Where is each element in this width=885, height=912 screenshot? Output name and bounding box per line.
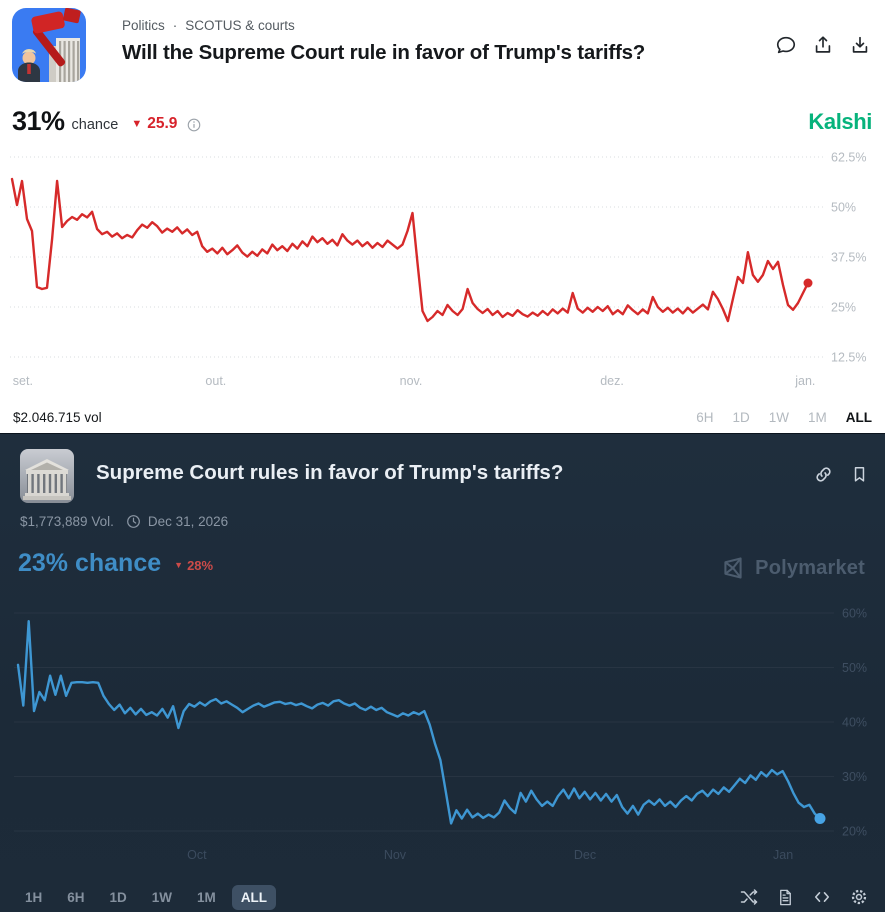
y-axis-label: 25%	[831, 301, 856, 315]
comment-icon	[776, 36, 796, 54]
info-icon	[188, 118, 201, 132]
settings-icon	[851, 889, 867, 905]
embed-code-button[interactable]	[812, 887, 832, 907]
shuffle-button[interactable]	[739, 887, 759, 907]
kalshi-chance-value: 31%	[12, 106, 65, 136]
info-button[interactable]	[186, 117, 202, 133]
share-icon	[815, 36, 831, 53]
kalshi-panel: 62.5% 50% 37.5% 25% 12.5% set. out. nov. dez. jan…	[0, 0, 885, 433]
y-axis-label: 30%	[842, 770, 867, 784]
polymarket-market-title: Supreme Court rules in favor of Trump's …	[96, 461, 564, 484]
y-axis-label: 20%	[842, 825, 867, 839]
polymarket-logo: Polymarket	[720, 555, 865, 581]
shuffle-icon	[740, 889, 758, 905]
k-tf-6h[interactable]: 6H	[696, 410, 714, 425]
kalshi-price-row: 31% chance ▼ 25.9	[12, 106, 202, 137]
y-axis-label: 62.5%	[831, 151, 866, 165]
kalshi-change-value: 25.9	[147, 115, 178, 132]
k-tf-1m[interactable]: 1M	[807, 410, 827, 425]
kalshi-market-thumbnail[interactable]	[12, 8, 86, 82]
polymarket-volume: $1,773,889 Vol.	[20, 514, 114, 529]
polymarket-price-chart: 60% 50% 40% 30% 20% Oct Nov Dec Jan	[14, 607, 867, 862]
clock-icon	[126, 515, 140, 528]
supreme-court-building-illustration	[20, 449, 74, 503]
price-line	[10, 177, 810, 323]
polymarket-price-change: ▼ 28%	[174, 558, 213, 573]
y-axis-label: 60%	[842, 607, 867, 621]
share-button[interactable]	[812, 34, 834, 56]
settings-button[interactable]	[849, 887, 869, 907]
kalshi-timeframe-selector: 6H 1D 1W 1M ALL	[696, 410, 872, 425]
p-tf-1d[interactable]: 1D	[109, 889, 127, 905]
kalshi-header-actions	[775, 34, 871, 56]
polymarket-toolbar: 1H 6H 1D 1W 1M ALL	[0, 881, 885, 912]
polymarket-timeframe-selector: 1H 6H 1D 1W 1M ALL	[16, 884, 277, 910]
code-icon	[814, 892, 830, 902]
x-axis-label: jan.	[794, 374, 815, 388]
polymarket-price-row: 23% chance ▼ 28%	[18, 549, 213, 578]
document-icon	[780, 889, 791, 905]
copy-link-button[interactable]	[813, 464, 834, 485]
last-price-dot	[814, 812, 826, 824]
x-axis-label: Oct	[187, 848, 207, 862]
kalshi-logo[interactable]: Kalshi	[808, 109, 872, 134]
kalshi-footer: $2.046.715 vol 6H 1D 1W 1M ALL	[0, 402, 885, 433]
x-axis-label: Jan	[773, 848, 793, 862]
x-axis-label: out.	[205, 374, 226, 388]
down-triangle-icon: ▼	[174, 560, 184, 570]
polymarket-change-value: 28%	[187, 558, 214, 573]
polymarket-market-thumbnail[interactable]	[20, 449, 74, 503]
p-tf-1m[interactable]: 1M	[197, 889, 216, 905]
x-axis-label: set.	[13, 374, 33, 388]
p-tf-1h[interactable]: 1H	[25, 889, 43, 905]
y-axis-label: 50%	[842, 661, 867, 675]
bookmark-button[interactable]	[850, 464, 869, 485]
bookmark-icon	[854, 467, 865, 482]
x-axis-label: dez.	[600, 374, 624, 388]
kalshi-chance-label: chance	[71, 117, 119, 133]
p-tf-6h[interactable]: 6H	[67, 889, 85, 905]
polymarket-chart-tools	[739, 887, 869, 907]
down-triangle-icon: ▼	[131, 117, 143, 130]
p-tf-all[interactable]: ALL	[231, 884, 277, 910]
polymarket-meta-row: $1,773,889 Vol. Dec 31, 2026	[20, 514, 228, 529]
link-icon	[816, 467, 831, 482]
gavel-illustration	[12, 8, 86, 82]
kalshi-market-title: Will the Supreme Court rule in favor of …	[122, 41, 646, 64]
kalshi-price-change: ▼ 25.9	[131, 115, 177, 133]
kalshi-volume: $2.046.715 vol	[13, 410, 102, 425]
y-axis-label: 40%	[842, 716, 867, 730]
breadcrumb-category[interactable]: Politics	[122, 18, 165, 33]
y-axis-label: 37.5%	[831, 251, 866, 265]
y-axis-label: 50%	[831, 201, 856, 215]
download-button[interactable]	[849, 34, 871, 56]
y-axis-label: 12.5%	[831, 351, 866, 365]
polymarket-end-date: Dec 31, 2026	[147, 514, 229, 529]
polymarket-chance-value: 23% chance	[18, 549, 162, 577]
k-tf-1d[interactable]: 1D	[732, 410, 750, 425]
polymarket-panel: 60% 50% 40% 30% 20% Oct Nov Dec Jan	[0, 433, 885, 912]
k-tf-1w[interactable]: 1W	[768, 410, 789, 425]
document-button[interactable]	[776, 888, 795, 907]
polymarket-header-actions	[813, 464, 869, 485]
polymarket-logo-icon	[724, 557, 742, 579]
x-axis-label: Dec	[574, 848, 596, 862]
x-axis-label: Nov	[384, 848, 407, 862]
polymarket-logo-text: Polymarket	[755, 556, 865, 579]
last-price-dot	[803, 278, 813, 288]
breadcrumb: Politics · SCOTUS & courts	[122, 18, 295, 33]
price-line	[16, 619, 822, 825]
breadcrumb-subcategory[interactable]: SCOTUS & courts	[185, 18, 295, 33]
x-axis-label: nov.	[400, 374, 423, 388]
comment-button[interactable]	[775, 34, 797, 56]
download-icon	[852, 36, 868, 53]
p-tf-1w[interactable]: 1W	[151, 889, 173, 905]
k-tf-all[interactable]: ALL	[845, 410, 872, 425]
breadcrumb-separator: ·	[172, 18, 178, 33]
